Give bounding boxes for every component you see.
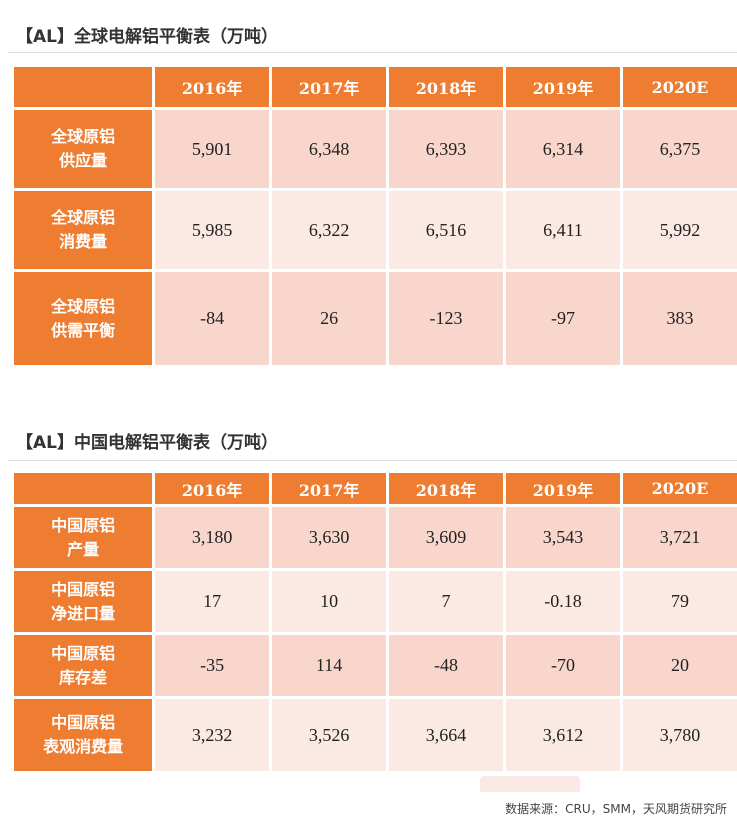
year-header: 2017年 (272, 473, 387, 504)
china-title-divider (8, 460, 737, 461)
value-cell: 79 (622, 571, 737, 632)
year-header: 2019年 (506, 473, 620, 504)
year-header: 2016年 (155, 473, 270, 504)
row-label-line2: 供需平衡 (51, 320, 116, 340)
table-row-balance: 全球原铝 供需平衡 -84 26 -123 -97 383 (14, 272, 737, 365)
year-header: 2016年 (155, 67, 270, 107)
row-label: 中国原铝 净进口量 (14, 571, 153, 632)
china-aluminum-balance-table: 2016年 2017年 2018年 2019年 2020E 中国原铝 产量 3,… (11, 470, 737, 774)
decorative-tab (480, 776, 580, 792)
year-header: 2020E (622, 473, 737, 504)
year-header: 2018年 (389, 473, 504, 504)
value-cell: 5,901 (155, 110, 270, 188)
value-cell: -97 (506, 272, 620, 365)
global-table-title: 【AL】全球电解铝平衡表（万吨） (16, 27, 278, 47)
value-cell: 3,721 (622, 507, 737, 568)
table-row-consumption: 全球原铝 消费量 5,985 6,322 6,516 6,411 5,992 (14, 191, 737, 269)
value-cell: 3,612 (506, 699, 620, 771)
value-cell: 6,375 (622, 110, 737, 188)
header-corner-cell (14, 67, 153, 107)
value-cell: -48 (389, 635, 504, 696)
value-cell: 3,664 (389, 699, 504, 771)
row-label-line1: 全球原铝 (51, 127, 116, 146)
value-cell: 3,630 (272, 507, 387, 568)
row-label-line1: 中国原铝 (51, 515, 116, 535)
global-title-divider (8, 52, 737, 53)
value-cell: 3,232 (155, 699, 270, 771)
value-cell: 3,526 (272, 699, 387, 771)
row-label-line1: 全球原铝 (51, 296, 116, 316)
row-label-line1: 中国原铝 (51, 579, 116, 599)
table-row-net-import: 中国原铝 净进口量 17 10 7 -0.18 79 (14, 571, 737, 632)
row-label: 中国原铝 表观消费量 (14, 699, 153, 771)
header-corner-cell (14, 473, 153, 504)
value-cell: 7 (389, 571, 504, 632)
data-source-note: 数据来源：CRU，SMM，天风期货研究所 (505, 802, 727, 816)
row-label-line1: 中国原铝 (51, 713, 116, 732)
value-cell: 5,985 (155, 191, 270, 269)
value-cell: 3,543 (506, 507, 620, 568)
row-label-line2: 产量 (67, 539, 100, 559)
value-cell: 6,322 (272, 191, 387, 269)
value-cell: 114 (272, 635, 387, 696)
row-label-line2: 消费量 (59, 232, 108, 251)
row-label-line2: 净进口量 (51, 603, 116, 623)
row-label-line1: 全球原铝 (51, 208, 116, 227)
row-label-line2: 供应量 (59, 151, 108, 170)
value-cell: -70 (506, 635, 620, 696)
value-cell: 5,992 (622, 191, 737, 269)
row-label: 中国原铝 库存差 (14, 635, 153, 696)
row-label-line1: 中国原铝 (51, 643, 116, 663)
year-header: 2020E (622, 67, 737, 107)
row-label-line2: 表观消费量 (43, 737, 124, 756)
value-cell: 3,780 (622, 699, 737, 771)
value-cell: 3,609 (389, 507, 504, 568)
table-row-apparent-consumption: 中国原铝 表观消费量 3,232 3,526 3,664 3,612 3,780 (14, 699, 737, 771)
table-row-inventory-change: 中国原铝 库存差 -35 114 -48 -70 20 (14, 635, 737, 696)
row-label: 中国原铝 产量 (14, 507, 153, 568)
year-header: 2019年 (506, 67, 620, 107)
value-cell: 20 (622, 635, 737, 696)
row-label-line2: 库存差 (59, 667, 108, 687)
value-cell: 17 (155, 571, 270, 632)
value-cell: 6,393 (389, 110, 504, 188)
row-label: 全球原铝 消费量 (14, 191, 153, 269)
year-header: 2017年 (272, 67, 387, 107)
value-cell: -84 (155, 272, 270, 365)
value-cell: -35 (155, 635, 270, 696)
value-cell: -0.18 (506, 571, 620, 632)
value-cell: 6,314 (506, 110, 620, 188)
value-cell: 3,180 (155, 507, 270, 568)
year-header: 2018年 (389, 67, 504, 107)
table-row-supply: 全球原铝 供应量 5,901 6,348 6,393 6,314 6,375 (14, 110, 737, 188)
value-cell: -123 (389, 272, 504, 365)
row-label: 全球原铝 供需平衡 (14, 272, 153, 365)
china-table-title: 【AL】中国电解铝平衡表（万吨） (16, 433, 278, 453)
value-cell: 383 (622, 272, 737, 365)
table-row-production: 中国原铝 产量 3,180 3,630 3,609 3,543 3,721 (14, 507, 737, 568)
global-aluminum-balance-table: 2016年 2017年 2018年 2019年 2020E 全球原铝 供应量 5… (11, 64, 737, 368)
value-cell: 10 (272, 571, 387, 632)
table-header-row: 2016年 2017年 2018年 2019年 2020E (14, 67, 737, 107)
value-cell: 6,411 (506, 191, 620, 269)
value-cell: 26 (272, 272, 387, 365)
value-cell: 6,348 (272, 110, 387, 188)
table-header-row: 2016年 2017年 2018年 2019年 2020E (14, 473, 737, 504)
value-cell: 6,516 (389, 191, 504, 269)
row-label: 全球原铝 供应量 (14, 110, 153, 188)
